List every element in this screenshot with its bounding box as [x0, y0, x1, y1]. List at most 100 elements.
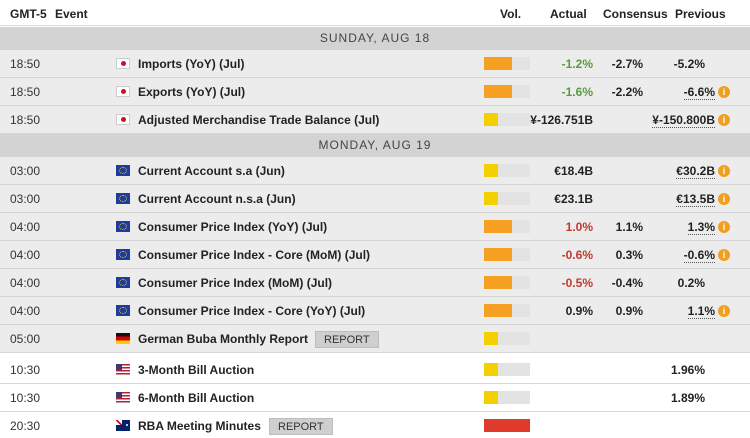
- table-row[interactable]: 04:00 Consumer Price Index (YoY) (Jul) 1.0…: [0, 213, 750, 241]
- previous-text: -6.6%: [683, 85, 715, 100]
- volatility-fill: [484, 113, 498, 126]
- volatility-bar: [484, 363, 530, 376]
- table-row[interactable]: 18:50 Imports (YoY) (Jul) -1.2% -2.7% -5.2%: [0, 50, 750, 78]
- event-name[interactable]: Consumer Price Index - Core (YoY) (Jul): [138, 304, 366, 318]
- actual-value: -0.6%: [561, 248, 593, 262]
- volatility-bar: [484, 304, 530, 317]
- flag-jp-icon: [116, 86, 130, 97]
- flag-de-icon: [116, 333, 130, 344]
- header-gmt: GMT-5: [10, 7, 47, 21]
- flag-eu-icon: [116, 249, 130, 260]
- event-name[interactable]: Consumer Price Index - Core (MoM) (Jul): [138, 248, 371, 262]
- info-icon[interactable]: i: [718, 86, 730, 98]
- volatility-bar: [484, 57, 530, 70]
- actual-value: ¥-126.751B: [530, 113, 593, 127]
- event-time: 18:50: [10, 57, 41, 71]
- volatility-bar: [484, 391, 530, 404]
- volatility-fill: [484, 391, 498, 404]
- event-name[interactable]: 6-Month Bill Auction: [138, 391, 255, 405]
- flag-eu-icon: [116, 221, 130, 232]
- event-name[interactable]: Consumer Price Index (MoM) (Jul): [138, 276, 333, 290]
- flag-us-icon: [116, 364, 130, 375]
- event-time: 18:50: [10, 85, 41, 99]
- previous-text: -0.6%: [683, 248, 715, 263]
- table-row[interactable]: 04:00 Consumer Price Index (MoM) (Jul) -0.…: [0, 269, 750, 297]
- flag-us-icon: [116, 392, 130, 403]
- event-name[interactable]: Imports (YoY) (Jul): [138, 57, 245, 71]
- previous-value: 1.96%: [671, 356, 705, 384]
- actual-value: -1.2%: [561, 57, 593, 71]
- flag-eu-icon: [116, 165, 130, 176]
- volatility-fill: [484, 332, 498, 345]
- event-name[interactable]: Consumer Price Index (YoY) (Jul): [138, 220, 328, 234]
- volatility-bar: [484, 192, 530, 205]
- flag-eu-icon: [116, 193, 130, 204]
- actual-value: €23.1B: [554, 192, 593, 206]
- event-name[interactable]: RBA Meeting Minutes: [138, 419, 261, 433]
- table-row[interactable]: 20:30 RBA Meeting Minutes REPORT: [0, 412, 750, 438]
- info-icon[interactable]: i: [718, 193, 730, 205]
- actual-value: €18.4B: [554, 164, 593, 178]
- previous-value: ¥-150.800B: [652, 106, 715, 134]
- volatility-fill: [484, 419, 530, 432]
- info-icon[interactable]: i: [718, 221, 730, 233]
- table-row[interactable]: 18:50 Adjusted Merchandise Trade Balance …: [0, 106, 750, 134]
- table-row[interactable]: 05:00 German Buba Monthly Report REPORT: [0, 325, 750, 353]
- table-row[interactable]: 04:00 Consumer Price Index - Core (MoM) (…: [0, 241, 750, 269]
- previous-text: 1.1%: [687, 304, 715, 319]
- table-row[interactable]: 10:30 3-Month Bill Auction 1.96%: [0, 356, 750, 384]
- info-icon[interactable]: i: [718, 165, 730, 177]
- previous-text: ¥-150.800B: [652, 113, 715, 128]
- previous-value: €13.5B: [676, 185, 715, 213]
- event-name[interactable]: Adjusted Merchandise Trade Balance (Jul): [138, 113, 380, 127]
- volatility-bar: [484, 164, 530, 177]
- table-row[interactable]: 03:00 Current Account n.s.a (Jun) €23.1B €1…: [0, 185, 750, 213]
- event-time: 04:00: [10, 220, 41, 234]
- event-name[interactable]: Current Account n.s.a (Jun): [138, 192, 296, 206]
- previous-text: €13.5B: [676, 192, 715, 207]
- volatility-fill: [484, 304, 512, 317]
- header-event: Event: [55, 7, 88, 21]
- table-row[interactable]: 18:50 Exports (YoY) (Jul) -1.6% -2.2% -6.6% i: [0, 78, 750, 106]
- info-icon[interactable]: i: [718, 305, 730, 317]
- event-name[interactable]: German Buba Monthly Report: [138, 332, 309, 346]
- event-name[interactable]: Current Account s.a (Jun): [138, 164, 285, 178]
- event-time: 03:00: [10, 192, 41, 206]
- previous-value: -5.2%: [674, 50, 705, 78]
- volatility-fill: [484, 85, 512, 98]
- info-icon[interactable]: i: [718, 249, 730, 261]
- volatility-fill: [484, 192, 498, 205]
- flag-jp-icon: [116, 58, 130, 69]
- flag-eu-icon: [116, 305, 130, 316]
- flag-au-icon: [116, 420, 130, 431]
- header-vol: Vol.: [500, 7, 522, 21]
- volatility-bar: [484, 220, 530, 233]
- volatility-fill: [484, 220, 512, 233]
- event-time: 10:30: [10, 391, 41, 405]
- event-time: 04:00: [10, 276, 41, 290]
- day-header: SUNDAY, AUG 18: [0, 27, 750, 50]
- event-time: 05:00: [10, 332, 41, 346]
- event-time: 10:30: [10, 363, 41, 377]
- info-icon[interactable]: i: [718, 114, 730, 126]
- consensus-value: 0.9%: [615, 304, 643, 318]
- previous-text: 1.96%: [670, 363, 705, 377]
- table-row[interactable]: 04:00 Consumer Price Index - Core (YoY) (…: [0, 297, 750, 325]
- previous-value: -0.6%: [683, 241, 715, 269]
- consensus-value: -2.7%: [611, 57, 643, 71]
- report-button[interactable]: REPORT: [315, 331, 379, 348]
- event-time: 04:00: [10, 304, 41, 318]
- previous-value: -6.6%: [683, 78, 715, 106]
- report-button[interactable]: REPORT: [269, 418, 333, 435]
- event-time: 20:30: [10, 419, 41, 433]
- event-name[interactable]: Exports (YoY) (Jul): [138, 85, 246, 99]
- table-row[interactable]: 10:30 6-Month Bill Auction 1.89%: [0, 384, 750, 412]
- consensus-value: -0.4%: [611, 276, 643, 290]
- event-name[interactable]: 3-Month Bill Auction: [138, 363, 255, 377]
- volatility-bar: [484, 248, 530, 261]
- volatility-bar: [484, 85, 530, 98]
- previous-text: 1.89%: [670, 391, 705, 405]
- table-row[interactable]: 03:00 Current Account s.a (Jun) €18.4B €30.…: [0, 157, 750, 185]
- volatility-bar: [484, 276, 530, 289]
- volatility-bar: [484, 332, 530, 345]
